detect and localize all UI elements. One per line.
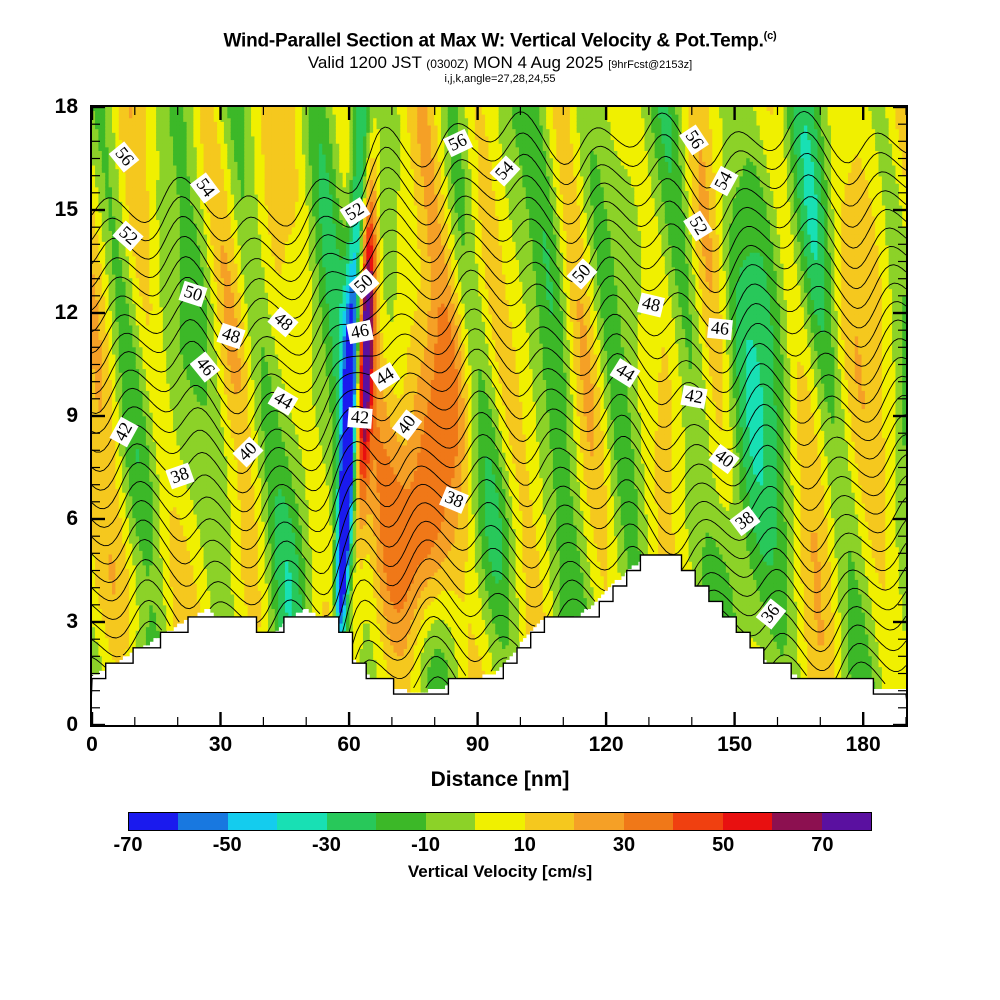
y-tick-label: 6 [34,507,78,531]
chart-indices: i,j,k,angle=27,28,24,55 [0,73,1000,85]
y-tick-label: 9 [34,404,78,428]
y-tick-label: 12 [34,301,78,325]
colorbar-tick-label: -10 [411,834,440,857]
colorbar-tick-label: 10 [514,834,536,857]
subtitle-fcst: [9hrFcst@2153z] [608,59,692,71]
x-tick-label: 30 [209,733,232,757]
contour-field-svg [92,107,906,725]
y-tick-label: 15 [34,198,78,222]
colorbar-segment [673,813,723,830]
plot-interior: 56 54 52 50 48 48 46 44 42 40 38 52 56 54 50 46 44 42 40 38… [92,107,906,725]
colorbar-segment [475,813,525,830]
colorbar-segment [772,813,822,830]
colorbar-segment [574,813,624,830]
colorbar-tick-label: 50 [712,834,734,857]
x-tick-label: 180 [846,733,881,757]
contour-label: 46 [706,317,733,340]
colorbar-tick-label: 30 [613,834,635,857]
subtitle-valid: Valid 1200 JST [308,53,422,72]
y-tick-label: 18 [34,95,78,119]
y-tick-label: 3 [34,610,78,634]
colorbar-segment [129,813,179,830]
x-tick-label: 90 [466,733,489,757]
y-axis-label: Height [Kft MSL] [0,30,1,310]
colorbar-tick-label: -50 [213,834,242,857]
cross-section-plot: 56 54 52 50 48 48 46 44 42 40 38 52 56 54 50 46 44 42 40 38… [90,105,908,727]
colorbar-segment [722,813,773,830]
colorbar-segment [178,813,228,830]
colorbar-segment [277,813,327,830]
chart-title-block: Wind-Parallel Section at Max W: Vertical… [0,30,1000,85]
y-tick-label: 0 [34,713,78,737]
subtitle-utc: (0300Z) [426,57,468,71]
colorbar-title: Vertical Velocity [cm/s] [0,862,1000,882]
colorbar-tick-label: 70 [811,834,833,857]
colorbar-segment [326,813,377,830]
colorbar-segment [425,813,476,830]
colorbar-segment [821,813,872,830]
x-axis-label: Distance [nm] [0,768,1000,792]
x-tick-label: 120 [589,733,624,757]
colorbar [128,812,872,831]
colorbar-tick-label: -70 [114,834,143,857]
colorbar-segment [623,813,674,830]
subtitle-date: MON 4 Aug 2025 [473,53,603,72]
page-title: Wind-Parallel Section at Max W: Vertical… [0,30,1000,52]
chart-subtitle: Valid 1200 JST (0300Z) MON 4 Aug 2025 [9… [0,53,1000,73]
contour-label: 42 [346,406,373,429]
x-tick-label: 0 [86,733,98,757]
colorbar-segment [524,813,575,830]
title-superscript: (c) [764,30,777,42]
colorbar-tick-label: -30 [312,834,341,857]
colorbar-segment [376,813,426,830]
x-tick-label: 60 [337,733,360,757]
colorbar-segment [227,813,278,830]
page-title-text: Wind-Parallel Section at Max W: Vertical… [223,30,763,51]
x-tick-label: 150 [717,733,752,757]
